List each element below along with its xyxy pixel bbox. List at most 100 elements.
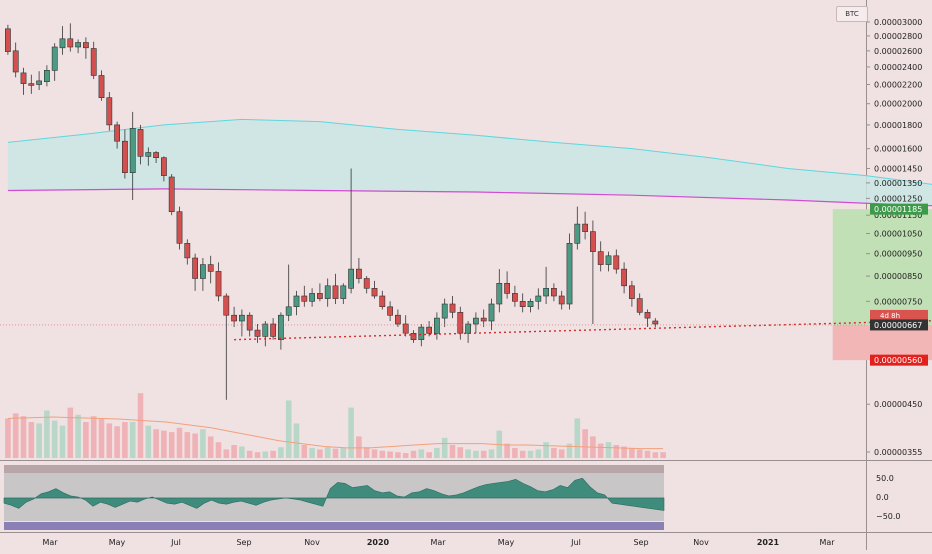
overlays	[0, 318, 932, 341]
volume-bar	[387, 451, 393, 458]
candle	[589, 220, 596, 325]
volume-bar	[348, 407, 354, 458]
volume-bar	[519, 450, 526, 458]
volume-bar	[90, 416, 97, 458]
time-tick-label: May	[109, 538, 126, 547]
candle	[145, 147, 152, 166]
candle	[496, 269, 503, 313]
volume-bar	[75, 414, 81, 458]
candle	[387, 301, 393, 322]
volume-bar	[356, 436, 362, 458]
current-price-badge-label: 0.00000667	[874, 321, 922, 330]
osc-tick-label: 50.0	[876, 474, 894, 483]
candle	[449, 296, 456, 319]
trend-line[interactable]	[234, 318, 932, 341]
volume-bar	[59, 425, 66, 458]
volume-bar	[285, 400, 292, 458]
volume-bar	[44, 410, 50, 458]
stop-zone[interactable]	[832, 324, 932, 361]
candle	[36, 71, 42, 91]
stop-price-badge-label: 0.00000560	[874, 356, 922, 365]
volume-bar	[434, 447, 440, 458]
candle	[558, 290, 565, 310]
volume-bar	[504, 443, 510, 458]
volume-bar	[473, 450, 479, 458]
price-tick-label: 0.00001350	[874, 179, 922, 188]
time-tick-label: May	[498, 538, 515, 547]
candle	[67, 23, 74, 52]
time-tick-label: Nov	[693, 538, 709, 547]
volume-bar	[223, 449, 230, 458]
cloud-upper-line	[7, 118, 932, 185]
candle	[270, 318, 276, 340]
candle	[43, 65, 50, 87]
volume-bar	[652, 452, 659, 458]
position-tool[interactable]	[832, 209, 932, 361]
volume-bar	[122, 422, 128, 458]
candle	[5, 24, 11, 55]
candle	[636, 293, 643, 316]
volume-bar	[644, 450, 651, 458]
volume-bar	[402, 453, 409, 458]
candle	[285, 264, 292, 322]
candle	[597, 241, 604, 272]
candles	[5, 23, 659, 400]
volume-bar	[418, 449, 425, 458]
candle	[418, 324, 425, 347]
candle	[574, 206, 581, 250]
oscillator-area	[3, 477, 665, 511]
candle	[262, 321, 269, 347]
candle	[28, 74, 35, 94]
candle	[137, 124, 144, 165]
volume-bar	[239, 446, 245, 458]
volume-bar	[551, 447, 557, 458]
candle	[543, 266, 549, 305]
candle	[168, 174, 175, 216]
stop-price-badge: 0.00000560	[870, 354, 928, 366]
price-tick-label: 0.00002000	[874, 100, 922, 109]
price-tick-label: 0.00001250	[874, 194, 922, 203]
volume-bar	[512, 447, 518, 458]
osc-tick-label: 0.0	[876, 493, 889, 502]
price-tick-label: 0.00002200	[874, 80, 922, 89]
volume-bar	[449, 445, 456, 458]
candle	[231, 306, 237, 328]
candle	[215, 262, 222, 302]
volume-bar	[379, 450, 386, 458]
volume-bar	[278, 447, 284, 458]
volume-bar	[262, 451, 269, 458]
candle	[527, 298, 534, 313]
candle	[441, 298, 448, 328]
volume-bar	[192, 433, 198, 458]
candle	[153, 151, 159, 164]
volume-bar	[457, 447, 464, 458]
price-tick-label: 0.00001050	[874, 230, 922, 239]
volume-bar	[28, 422, 35, 458]
candle	[12, 42, 19, 78]
volume-bar	[20, 416, 27, 458]
candle	[582, 211, 588, 240]
volume-bar	[558, 449, 565, 458]
volume-bar	[184, 432, 191, 458]
price-tick-label: 0.00000750	[874, 297, 922, 306]
candle	[106, 91, 113, 131]
candle	[293, 290, 300, 316]
candle	[239, 309, 245, 337]
time-tick-label: Mar	[430, 538, 446, 547]
volume-bar	[574, 418, 581, 458]
candle	[355, 257, 362, 284]
volume-bar	[309, 447, 315, 458]
volume-bar	[410, 450, 417, 458]
volume-bar	[597, 443, 604, 458]
osc-top-band	[4, 465, 664, 473]
volume-bar	[340, 447, 347, 458]
volume-bar	[254, 452, 261, 458]
candle	[394, 309, 401, 328]
volume-bar	[231, 445, 237, 458]
target-zone[interactable]	[832, 209, 932, 325]
price-tick-label: 0.00002400	[874, 63, 922, 72]
volume-bar	[137, 393, 144, 458]
time-tick-label: Sep	[633, 538, 648, 547]
